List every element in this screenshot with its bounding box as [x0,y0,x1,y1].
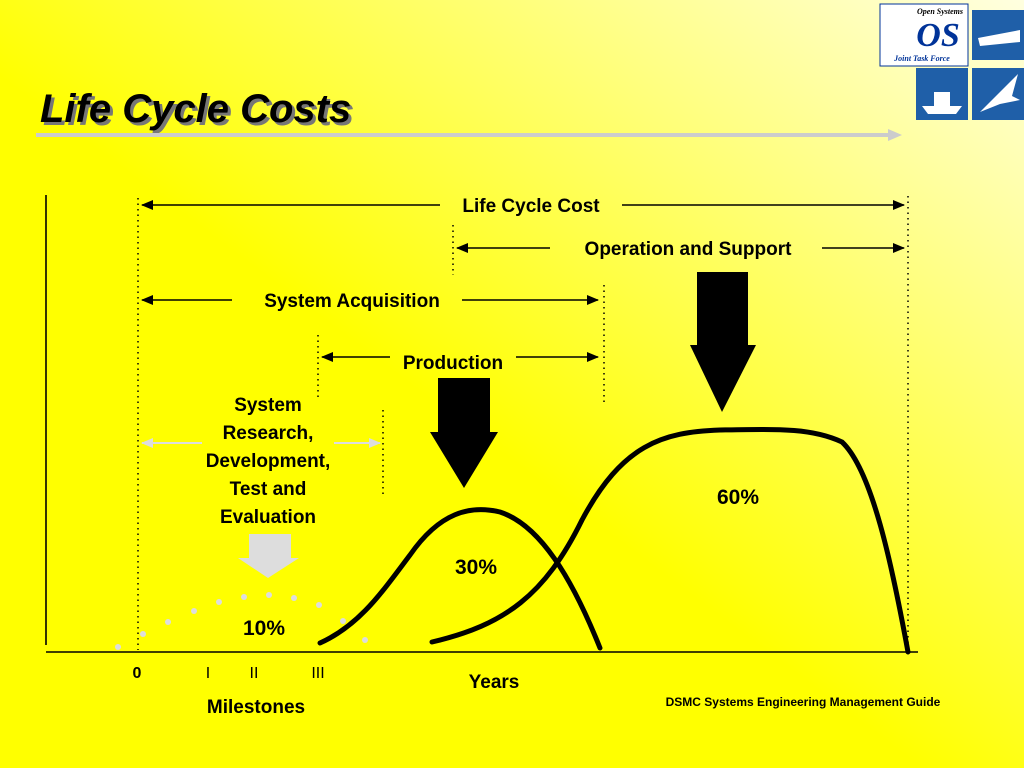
title: Life Cycle Costs [40,87,351,131]
logo-icon [980,74,1020,112]
pointer-arrow [238,534,299,578]
milestones-title: Milestones [207,697,305,718]
source: DSMC Systems Engineering Management Guid… [666,695,941,709]
span-label: Operation and Support [585,239,793,260]
rdte-curve [115,592,368,650]
milestone: 0 [133,665,142,682]
span-label: Production [403,353,503,374]
pointer-arrow [690,272,756,412]
phase-label: Evaluation [220,507,316,528]
milestone: II [250,665,259,682]
share-label: 10% [243,617,285,640]
phase-label: Test and [230,479,307,500]
logo-bottom: Joint Task Force [893,54,950,63]
logo-box [879,3,969,67]
logo-icon [978,30,1020,46]
span-label: System Acquisition [264,291,440,312]
logo: Open Systems OS Joint Task Force [879,3,1024,120]
logo-top: Open Systems [917,7,963,16]
x-title: Years [469,672,520,693]
logo-icon [922,92,962,114]
production-curve [317,507,603,651]
share-label: 30% [455,556,497,579]
phase-label: Development, [206,451,331,472]
milestone: III [311,665,324,682]
span-label: Life Cycle Cost [462,196,600,217]
operation-curve [429,426,911,655]
logo-mark: OS [916,17,959,54]
title-rule-arrow [888,129,902,141]
pointer-arrow [430,378,498,488]
share-label: 60% [717,486,759,509]
title-shadow: Life Cycle Costs [43,90,354,134]
phase-label: Research, [223,423,314,444]
phase-label: System [234,395,302,416]
milestone: I [206,665,210,682]
